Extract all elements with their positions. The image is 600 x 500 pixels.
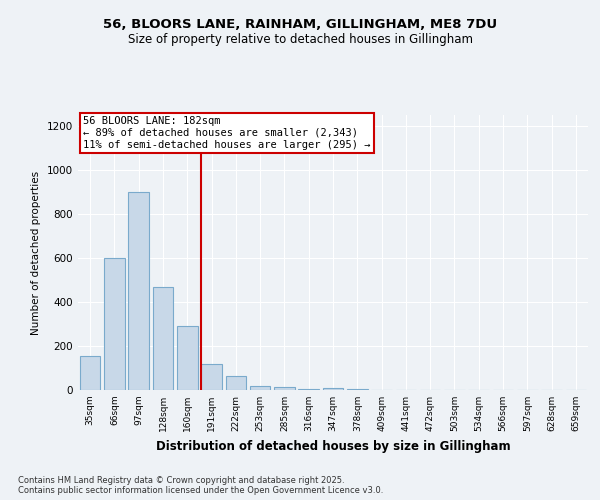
Bar <box>80 356 100 390</box>
Text: 56 BLOORS LANE: 182sqm
← 89% of detached houses are smaller (2,343)
11% of semi-: 56 BLOORS LANE: 182sqm ← 89% of detached… <box>83 116 371 150</box>
X-axis label: Distribution of detached houses by size in Gillingham: Distribution of detached houses by size … <box>155 440 511 452</box>
Bar <box>347 389 368 390</box>
Bar <box>152 286 173 390</box>
Bar <box>298 389 319 390</box>
Bar <box>104 258 125 390</box>
Bar <box>250 386 271 390</box>
Bar <box>226 376 246 390</box>
Bar <box>177 326 197 390</box>
Bar <box>323 388 343 390</box>
Text: Contains HM Land Registry data © Crown copyright and database right 2025.
Contai: Contains HM Land Registry data © Crown c… <box>18 476 383 495</box>
Bar <box>274 388 295 390</box>
Text: Size of property relative to detached houses in Gillingham: Size of property relative to detached ho… <box>128 32 473 46</box>
Y-axis label: Number of detached properties: Number of detached properties <box>31 170 41 334</box>
Bar <box>128 192 149 390</box>
Text: 56, BLOORS LANE, RAINHAM, GILLINGHAM, ME8 7DU: 56, BLOORS LANE, RAINHAM, GILLINGHAM, ME… <box>103 18 497 30</box>
Bar <box>201 364 222 390</box>
